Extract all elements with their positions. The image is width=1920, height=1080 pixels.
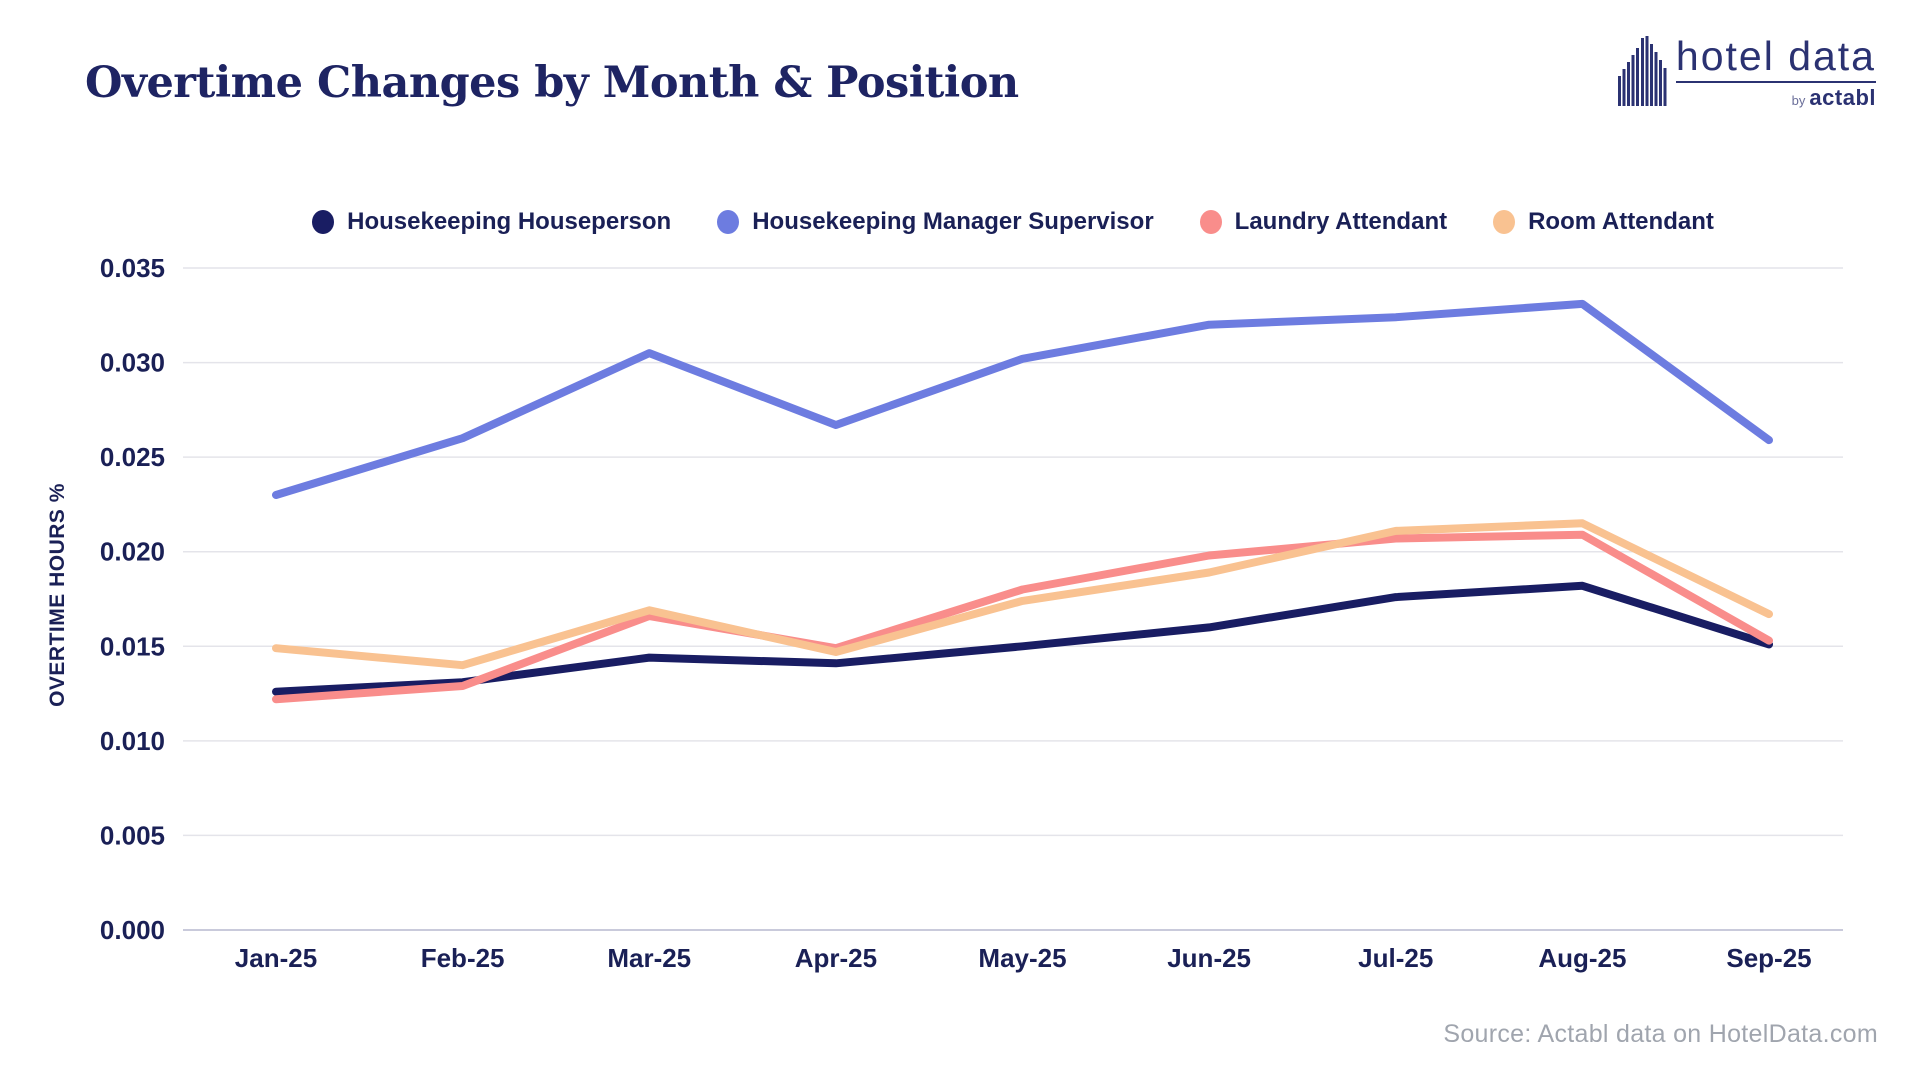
legend-item-room-attendant: Room Attendant bbox=[1493, 208, 1714, 236]
page-title: Overtime Changes by Month & Position bbox=[85, 58, 1019, 108]
x-tick-label: Mar-25 bbox=[607, 943, 691, 973]
y-tick-label: 0.005 bbox=[100, 820, 165, 850]
logo-brand-text: hotel data bbox=[1675, 33, 1876, 79]
source-attribution: Source: Actabl data on HotelData.com bbox=[1443, 1020, 1878, 1048]
legend-label: Housekeeping Manager Supervisor bbox=[752, 208, 1154, 235]
series-line-room-attendant bbox=[272, 519, 1773, 670]
legend-swatch-icon bbox=[1199, 210, 1222, 234]
legend-label: Laundry Attendant bbox=[1234, 208, 1448, 235]
hotel-data-logo: hotel data by actabl bbox=[1617, 33, 1876, 111]
series-line-laundry-attendant bbox=[272, 530, 1773, 704]
y-tick-label: 0.025 bbox=[100, 442, 165, 472]
x-tick-label: Jul-25 bbox=[1358, 943, 1433, 973]
legend-swatch-icon bbox=[312, 210, 335, 234]
legend-item-housekeeping-manager-supervisor: Housekeeping Manager Supervisor bbox=[717, 208, 1154, 236]
x-tick-label: Aug-25 bbox=[1538, 943, 1626, 973]
legend-item-housekeeping-houseperson: Housekeeping Houseperson bbox=[312, 208, 671, 236]
x-tick-label: May-25 bbox=[978, 943, 1066, 973]
y-tick-label: 0.020 bbox=[100, 537, 165, 567]
y-tick-label: 0.035 bbox=[100, 253, 165, 283]
logo-underline bbox=[1675, 81, 1876, 84]
series-line-housekeeping-houseperson bbox=[272, 581, 1773, 696]
x-tick-label: Jun-25 bbox=[1167, 943, 1251, 973]
y-tick-label: 0.000 bbox=[100, 915, 165, 945]
logo-byline: by actabl bbox=[1792, 85, 1876, 111]
legend-swatch-icon bbox=[717, 210, 740, 234]
building-bars-icon bbox=[1617, 36, 1667, 106]
y-tick-label: 0.030 bbox=[100, 348, 165, 378]
legend-label: Housekeeping Houseperson bbox=[347, 208, 672, 235]
x-tick-label: Feb-25 bbox=[421, 943, 505, 973]
legend-label: Room Attendant bbox=[1528, 208, 1714, 235]
x-tick-label: Apr-25 bbox=[795, 943, 877, 973]
chart-legend: Housekeeping Houseperson Housekeeping Man… bbox=[183, 200, 1843, 244]
y-tick-label: 0.015 bbox=[100, 631, 165, 661]
legend-swatch-icon bbox=[1493, 210, 1516, 234]
logo-byline-brand: actabl bbox=[1809, 85, 1876, 111]
legend-item-laundry-attendant: Laundry Attendant bbox=[1199, 208, 1448, 236]
y-tick-label: 0.010 bbox=[100, 726, 165, 756]
x-tick-label: Sep-25 bbox=[1726, 943, 1811, 973]
series-line-housekeeping-manager-supervisor bbox=[272, 299, 1773, 499]
logo-byline-prefix: by bbox=[1791, 93, 1806, 109]
x-tick-label: Jan-25 bbox=[235, 943, 317, 973]
